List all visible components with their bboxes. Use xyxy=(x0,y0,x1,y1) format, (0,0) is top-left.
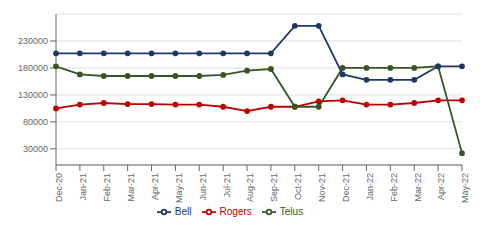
html-text:Telus: Telus xyxy=(279,205,304,217)
svg-text:80000: 80000 xyxy=(23,117,48,127)
html-text:Rogers: Rogers xyxy=(219,205,252,217)
svg-text:Dec-20: Dec-20 xyxy=(54,173,64,202)
svg-text:Dec-21: Dec-21 xyxy=(341,173,351,202)
svg-text:Apr-21: Apr-21 xyxy=(150,173,160,200)
svg-text:Jul-21: Jul-21 xyxy=(222,173,232,198)
svg-text:Aug-21: Aug-21 xyxy=(245,173,255,202)
svg-text:Mar-21: Mar-21 xyxy=(126,173,136,202)
svg-text:Nov-21: Nov-21 xyxy=(317,173,327,202)
svg-text:May-21: May-21 xyxy=(174,173,184,203)
svg-text:Jun-21: Jun-21 xyxy=(198,173,208,201)
svg-text:Apr-22: Apr-22 xyxy=(437,173,447,200)
svg-text:May-22: May-22 xyxy=(460,173,470,203)
svg-text:130000: 130000 xyxy=(18,90,48,100)
svg-text:Sep-21: Sep-21 xyxy=(269,173,279,202)
svg-text:230000: 230000 xyxy=(18,36,48,46)
svg-text:Oct-21: Oct-21 xyxy=(293,173,303,200)
svg-text:180000: 180000 xyxy=(18,63,48,73)
svg-text:Feb-21: Feb-21 xyxy=(102,173,112,202)
svg-text:Feb-22: Feb-22 xyxy=(389,173,399,202)
svg-text:Jan-22: Jan-22 xyxy=(365,173,375,201)
svg-text:30000: 30000 xyxy=(23,144,48,154)
svg-text:Mar-22: Mar-22 xyxy=(413,173,423,202)
html-text:Bell: Bell xyxy=(174,205,192,217)
svg-text:Jan-21: Jan-21 xyxy=(78,173,88,201)
